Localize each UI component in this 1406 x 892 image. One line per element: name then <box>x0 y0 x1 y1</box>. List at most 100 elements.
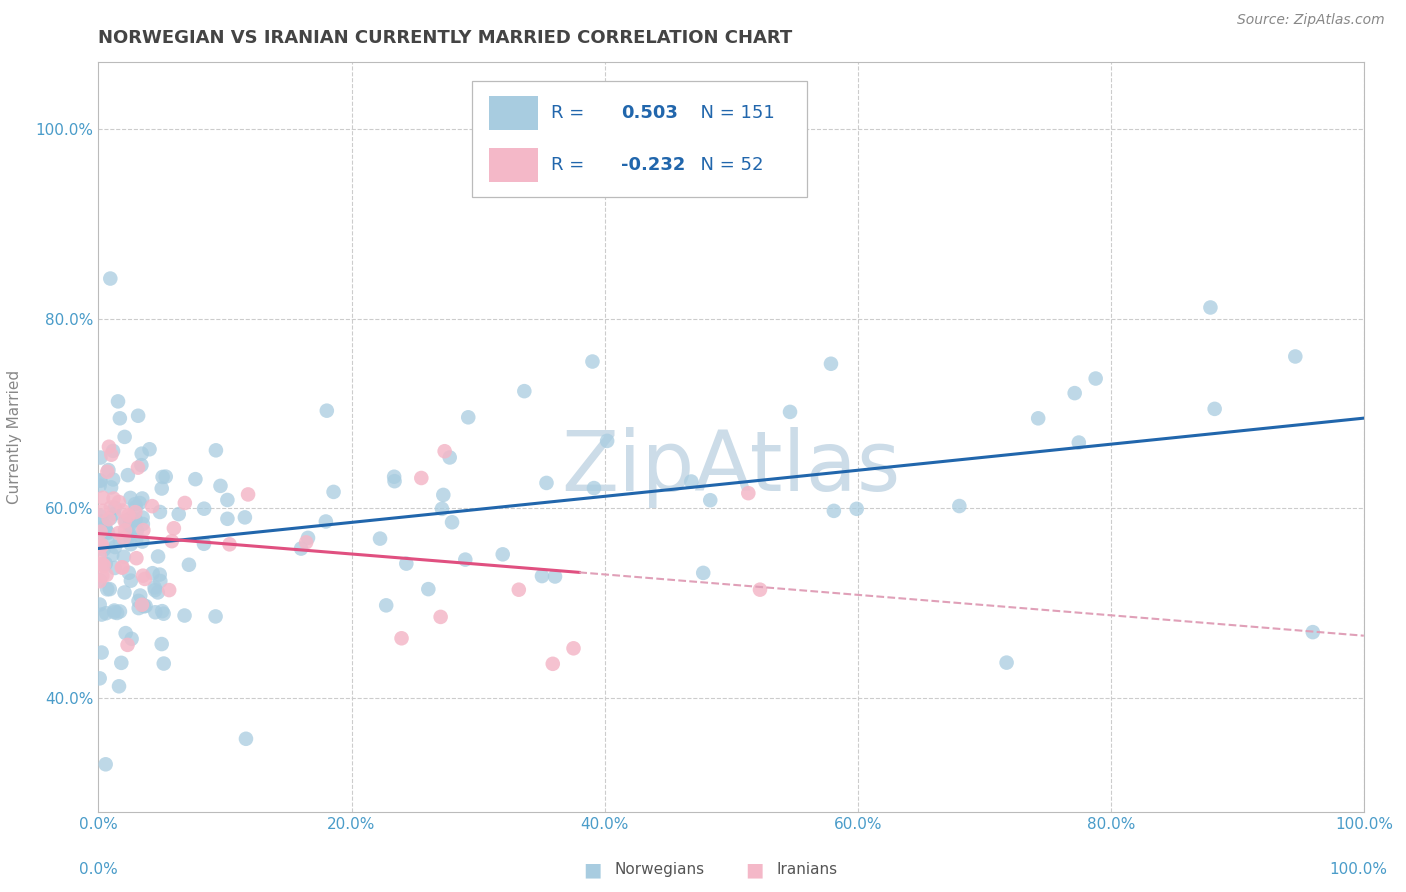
Point <box>315 403 337 417</box>
Point <box>111 560 134 574</box>
Bar <box>489 95 537 129</box>
Point <box>89 508 111 523</box>
Point <box>149 505 172 519</box>
Point <box>90 607 112 622</box>
Point <box>737 486 759 500</box>
Point <box>103 491 125 506</box>
Point <box>779 405 801 419</box>
Point <box>90 539 112 553</box>
Point <box>173 496 195 510</box>
Point <box>193 537 215 551</box>
Point <box>97 535 120 549</box>
Point <box>100 480 122 494</box>
Point <box>418 582 440 596</box>
Point <box>429 610 451 624</box>
Text: Iranians: Iranians <box>776 863 837 877</box>
Point <box>120 574 142 588</box>
Point <box>118 566 141 580</box>
Point <box>108 495 131 509</box>
Point <box>204 609 226 624</box>
Text: 0.503: 0.503 <box>621 103 678 121</box>
Point <box>692 566 714 580</box>
Point <box>131 458 153 472</box>
Point <box>995 656 1018 670</box>
Point <box>96 465 118 479</box>
Point <box>89 450 111 465</box>
Point <box>97 463 120 477</box>
Point <box>562 641 585 656</box>
Point <box>97 525 120 540</box>
Text: 0.0%: 0.0% <box>79 863 118 877</box>
Point <box>430 501 453 516</box>
Point <box>948 499 970 513</box>
Point <box>89 598 111 612</box>
Point <box>536 475 558 490</box>
Point <box>209 479 232 493</box>
Point <box>105 606 128 620</box>
Point <box>108 604 131 618</box>
Point <box>596 434 619 448</box>
Point <box>114 585 136 599</box>
Point <box>127 409 149 423</box>
Point <box>108 679 131 693</box>
Point <box>193 501 215 516</box>
Point <box>167 507 190 521</box>
Point <box>152 607 174 621</box>
Point <box>155 469 177 483</box>
Point <box>118 526 141 541</box>
Point <box>681 475 703 489</box>
Point <box>1284 350 1306 364</box>
Point <box>132 568 155 582</box>
Point <box>411 471 433 485</box>
Point <box>127 460 149 475</box>
Point <box>89 557 111 571</box>
Text: ZipAtlas: ZipAtlas <box>561 426 901 508</box>
Point <box>114 626 136 640</box>
Point <box>439 450 461 465</box>
Point <box>845 501 868 516</box>
Point <box>101 444 124 458</box>
Point <box>94 524 117 538</box>
Point <box>91 504 114 518</box>
Point <box>128 496 150 510</box>
Point <box>184 472 207 486</box>
Point <box>89 574 111 589</box>
Point <box>112 549 135 564</box>
Point <box>295 535 318 549</box>
Text: Source: ZipAtlas.com: Source: ZipAtlas.com <box>1237 13 1385 28</box>
Point <box>94 519 117 533</box>
Text: -0.232: -0.232 <box>621 156 685 174</box>
Point <box>149 574 172 588</box>
Point <box>131 598 153 612</box>
Point <box>97 440 120 454</box>
Point <box>91 558 114 572</box>
Point <box>382 469 405 483</box>
Point <box>432 488 454 502</box>
Point <box>128 594 150 608</box>
Point <box>205 443 228 458</box>
Point <box>96 524 118 539</box>
Point <box>384 474 406 488</box>
Point <box>820 357 842 371</box>
Point <box>218 537 240 551</box>
Point <box>157 583 180 598</box>
Point <box>541 657 564 671</box>
Point <box>236 487 259 501</box>
Point <box>111 560 134 574</box>
Point <box>89 529 111 543</box>
Point <box>114 514 136 528</box>
Text: R =: R = <box>551 103 591 121</box>
Point <box>129 589 152 603</box>
Point <box>117 508 139 523</box>
Point <box>297 531 319 545</box>
Point <box>699 493 721 508</box>
Point <box>173 608 195 623</box>
Point <box>749 582 772 597</box>
Text: ■: ■ <box>583 860 602 880</box>
Point <box>150 482 173 496</box>
Point <box>94 557 117 571</box>
Point <box>120 537 142 551</box>
Point <box>368 532 391 546</box>
Point <box>90 538 112 552</box>
Point <box>91 515 114 529</box>
